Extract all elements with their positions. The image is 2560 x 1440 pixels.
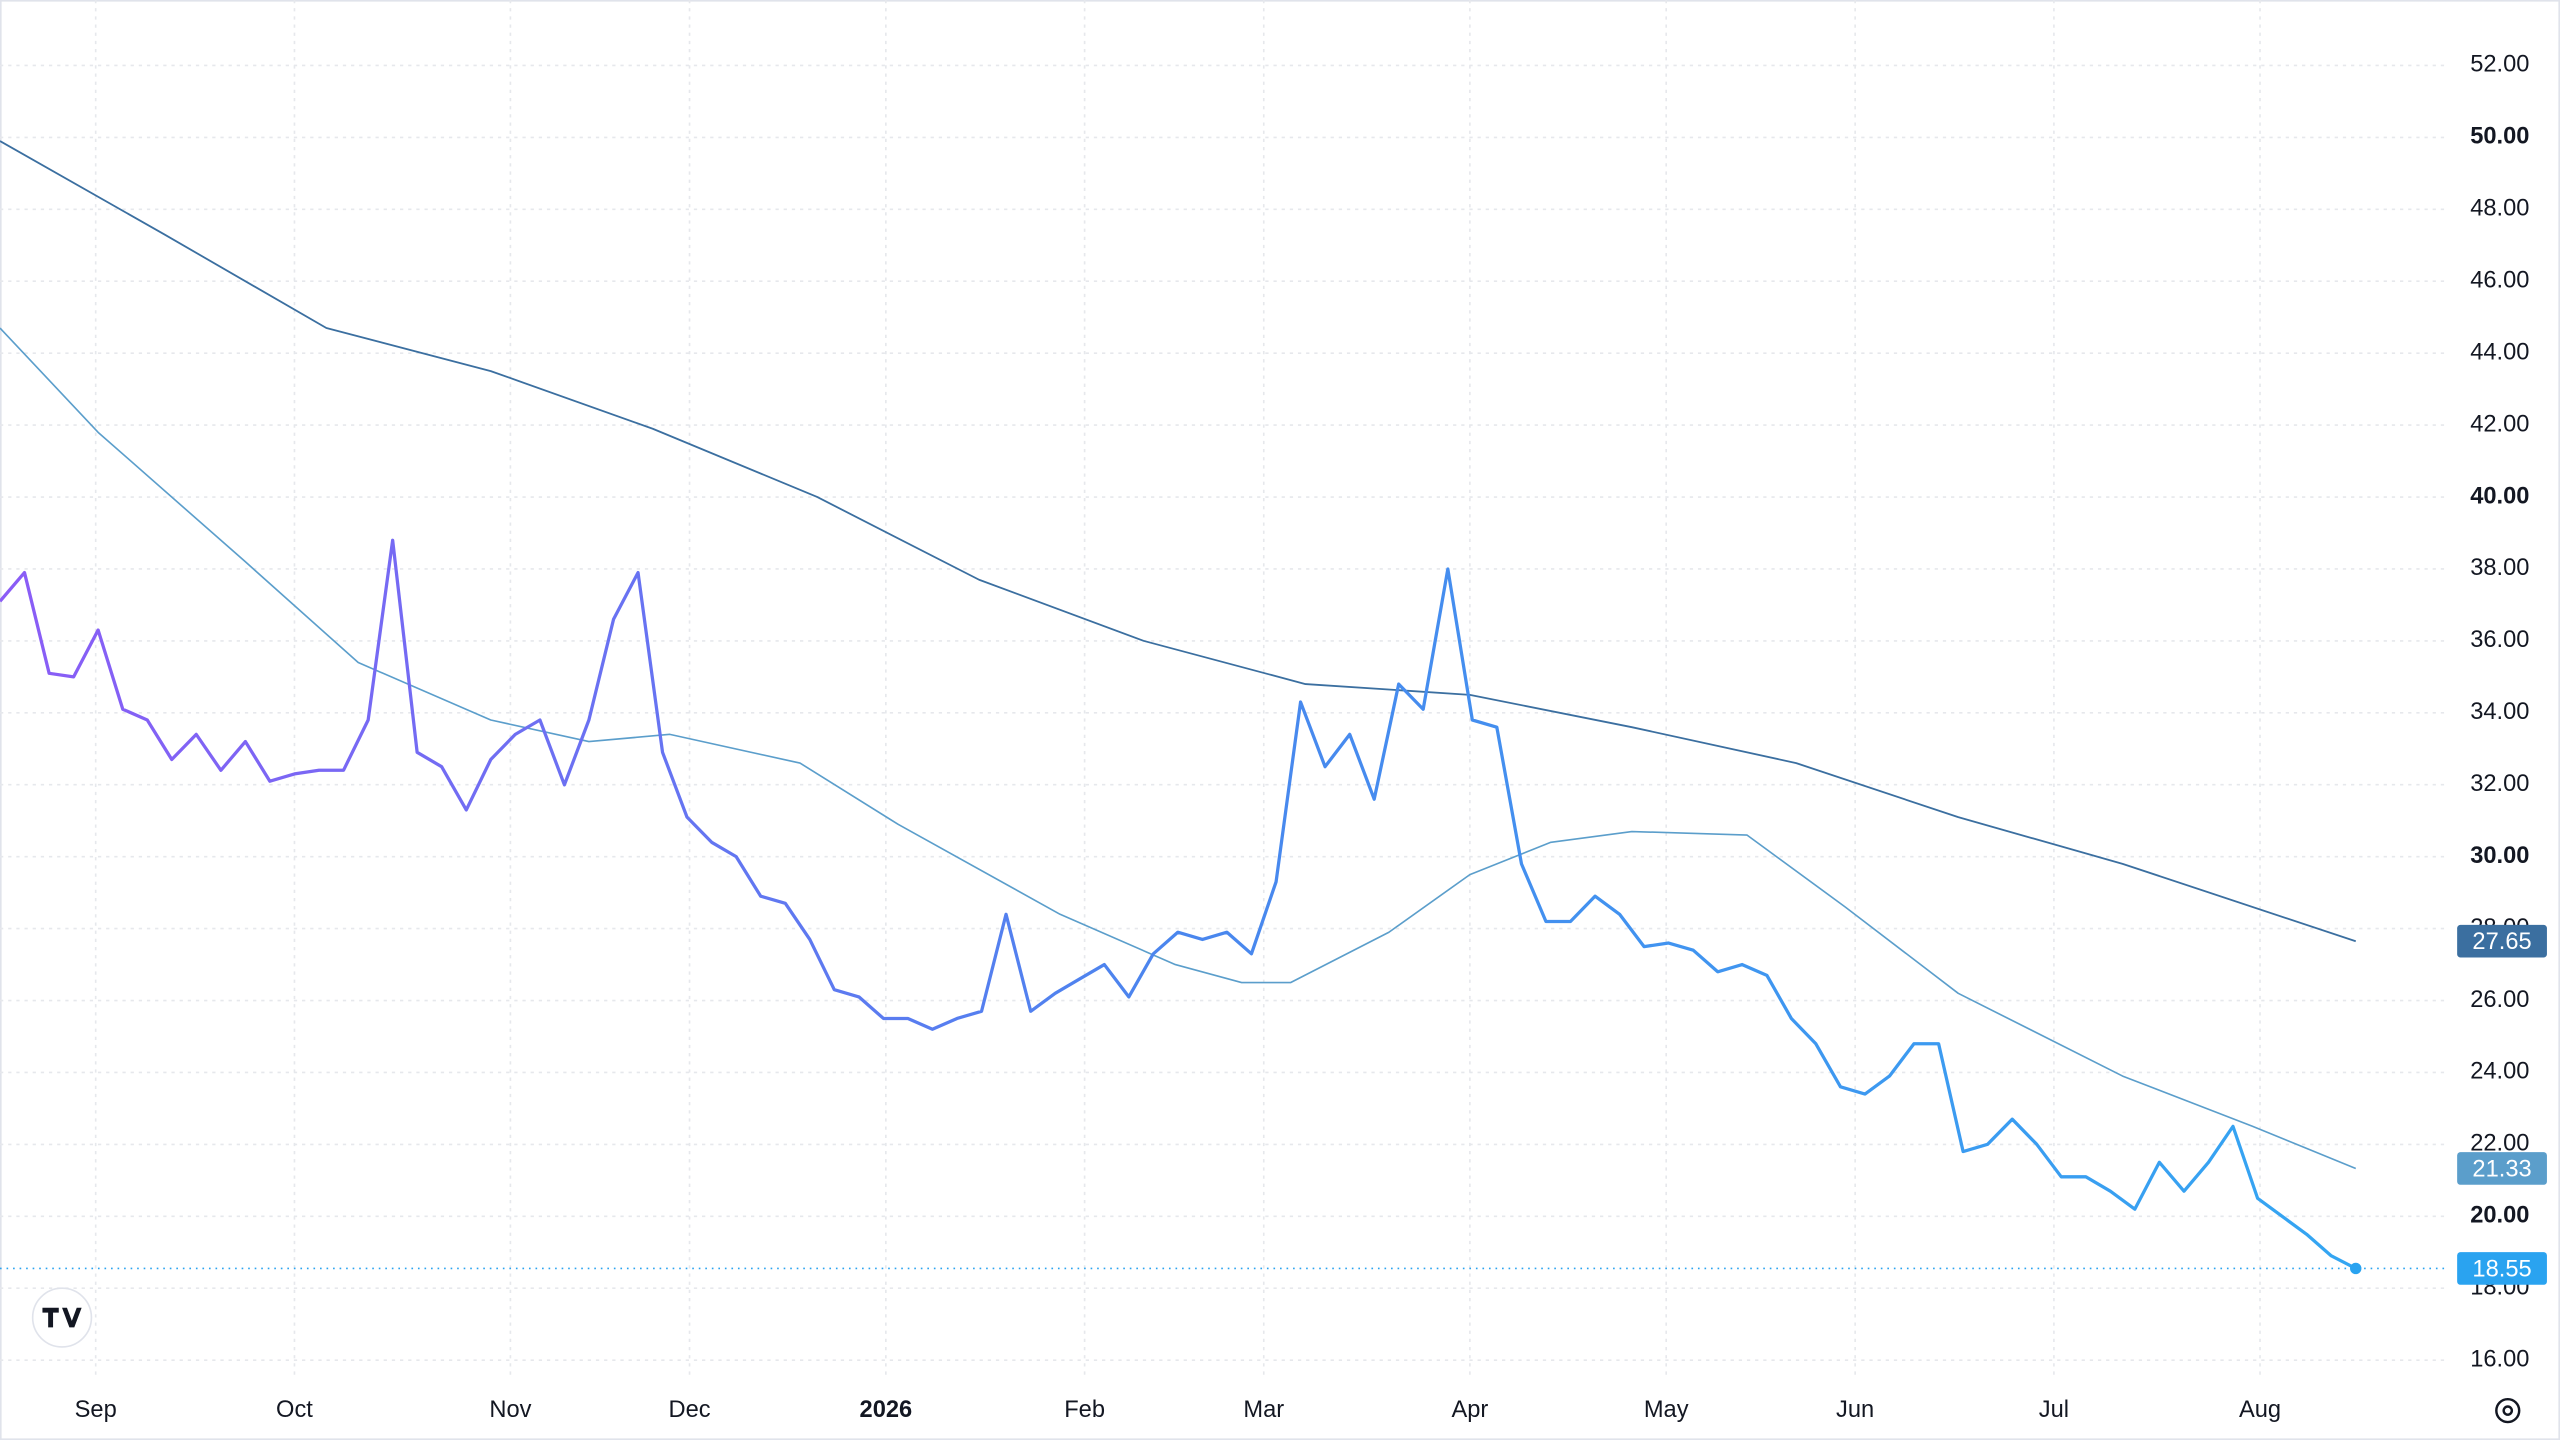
logo-mark [42,1307,82,1328]
x-tick-label: Oct [276,1397,313,1423]
x-tick-label: 2026 [860,1397,913,1423]
y-tick-label: 44.00 [2470,339,2529,365]
y-tick-label: 16.00 [2470,1346,2529,1372]
value-badge-label: 18.55 [2472,1256,2531,1282]
y-tick-label: 24.00 [2470,1059,2529,1085]
x-tick-label: Mar [1243,1397,1284,1423]
value-badge-label: 21.33 [2472,1156,2531,1182]
labels: 16.0018.0020.0022.0024.0026.0028.0030.00… [75,52,2547,1423]
settings[interactable] [2495,1397,2521,1424]
series-line [0,538,2357,1270]
x-tick-label: Apr [1451,1397,1488,1423]
y-tick-label: 30.00 [2470,843,2529,869]
last-point [2350,1262,2362,1275]
value-badge [2457,1252,2547,1285]
y-tick-label: 42.00 [2470,411,2529,437]
value-badge [2457,924,2547,958]
y-tick-label: 50.00 [2470,124,2529,150]
y-tick-label: 32.00 [2470,771,2529,797]
x-tick-label: Dec [669,1397,711,1423]
y-tick-label: 46.00 [2470,267,2529,293]
x-tick-label: Jul [2039,1397,2069,1423]
x-tick-label: May [1644,1397,1689,1423]
x-tick-label: Jun [1836,1397,1874,1423]
y-tick-label: 38.00 [2470,555,2529,581]
x-tick-label: Aug [2239,1397,2281,1423]
x-tick-label: Feb [1064,1397,1105,1423]
value-badge-label: 27.65 [2472,929,2531,955]
y-tick-label: 36.00 [2470,627,2529,653]
lines [0,140,2449,1275]
y-tick-label: 52.00 [2470,52,2529,78]
x-tick-label: Nov [489,1397,531,1423]
y-tick-label: 34.00 [2470,699,2529,725]
y-tick-label: 48.00 [2470,196,2529,222]
logo[interactable] [31,1287,93,1348]
y-tick-label: 40.00 [2470,483,2529,509]
value-badge [2457,1152,2547,1185]
series-line [0,327,2357,1170]
settings-core [2502,1405,2514,1416]
y-tick-label: 26.00 [2470,987,2529,1013]
y-tick-label: 20.00 [2470,1203,2529,1229]
x-tick-label: Sep [75,1397,117,1423]
settings-icon[interactable] [2495,1397,2521,1424]
series-line [0,140,2357,943]
logo-badge[interactable] [31,1287,93,1348]
